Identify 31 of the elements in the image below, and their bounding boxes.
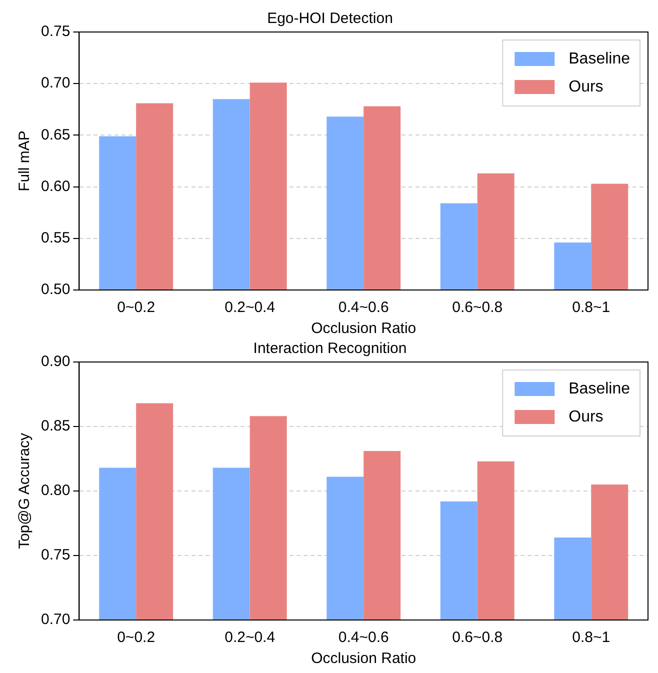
x-tick-label: 0.2~0.4 xyxy=(224,299,276,316)
y-tick-label: 0.75 xyxy=(40,23,70,40)
x-tick-label: 0.2~0.4 xyxy=(224,629,276,646)
y-tick-label: 0.70 xyxy=(40,74,70,92)
legend-label: Ours xyxy=(568,78,604,96)
y-tick-label: 0.75 xyxy=(40,546,70,564)
legend-label: Baseline xyxy=(568,50,630,68)
y-tick-label: 0.70 xyxy=(40,611,70,628)
y-tick-label: 0.55 xyxy=(40,230,70,247)
x-axis-title: Occlusion Ratio xyxy=(311,320,416,338)
x-tick-label: 0~0.2 xyxy=(117,629,156,646)
y-tick-label: 0.85 xyxy=(40,418,70,435)
chart-title: Ego-HOI Detection xyxy=(267,10,393,28)
y-axis-title: Full mAP xyxy=(16,130,34,192)
y-tick-label: 0.60 xyxy=(40,178,70,195)
y-axis-title: Top@G Accuracy xyxy=(16,432,34,550)
x-tick-label: 0.4~0.6 xyxy=(338,299,389,316)
x-tick-label: 0.8~1 xyxy=(572,629,610,646)
legend-label: Ours xyxy=(568,408,604,426)
chart-title: Interaction Recognition xyxy=(253,340,407,358)
y-tick-label: 0.80 xyxy=(40,482,70,500)
x-tick-label: 0.8~1 xyxy=(572,299,610,316)
x-tick-label: 0.6~0.8 xyxy=(452,299,503,316)
x-tick-label: 0~0.2 xyxy=(117,299,156,316)
y-tick-label: 0.65 xyxy=(40,126,70,144)
x-tick-label: 0.6~0.8 xyxy=(452,629,503,646)
x-axis-title: Occlusion Ratio xyxy=(311,650,416,668)
legend-label: Baseline xyxy=(568,380,630,398)
y-tick-label: 0.50 xyxy=(40,281,70,298)
x-tick-label: 0.4~0.6 xyxy=(338,629,389,646)
y-tick-label: 0.90 xyxy=(40,353,70,370)
